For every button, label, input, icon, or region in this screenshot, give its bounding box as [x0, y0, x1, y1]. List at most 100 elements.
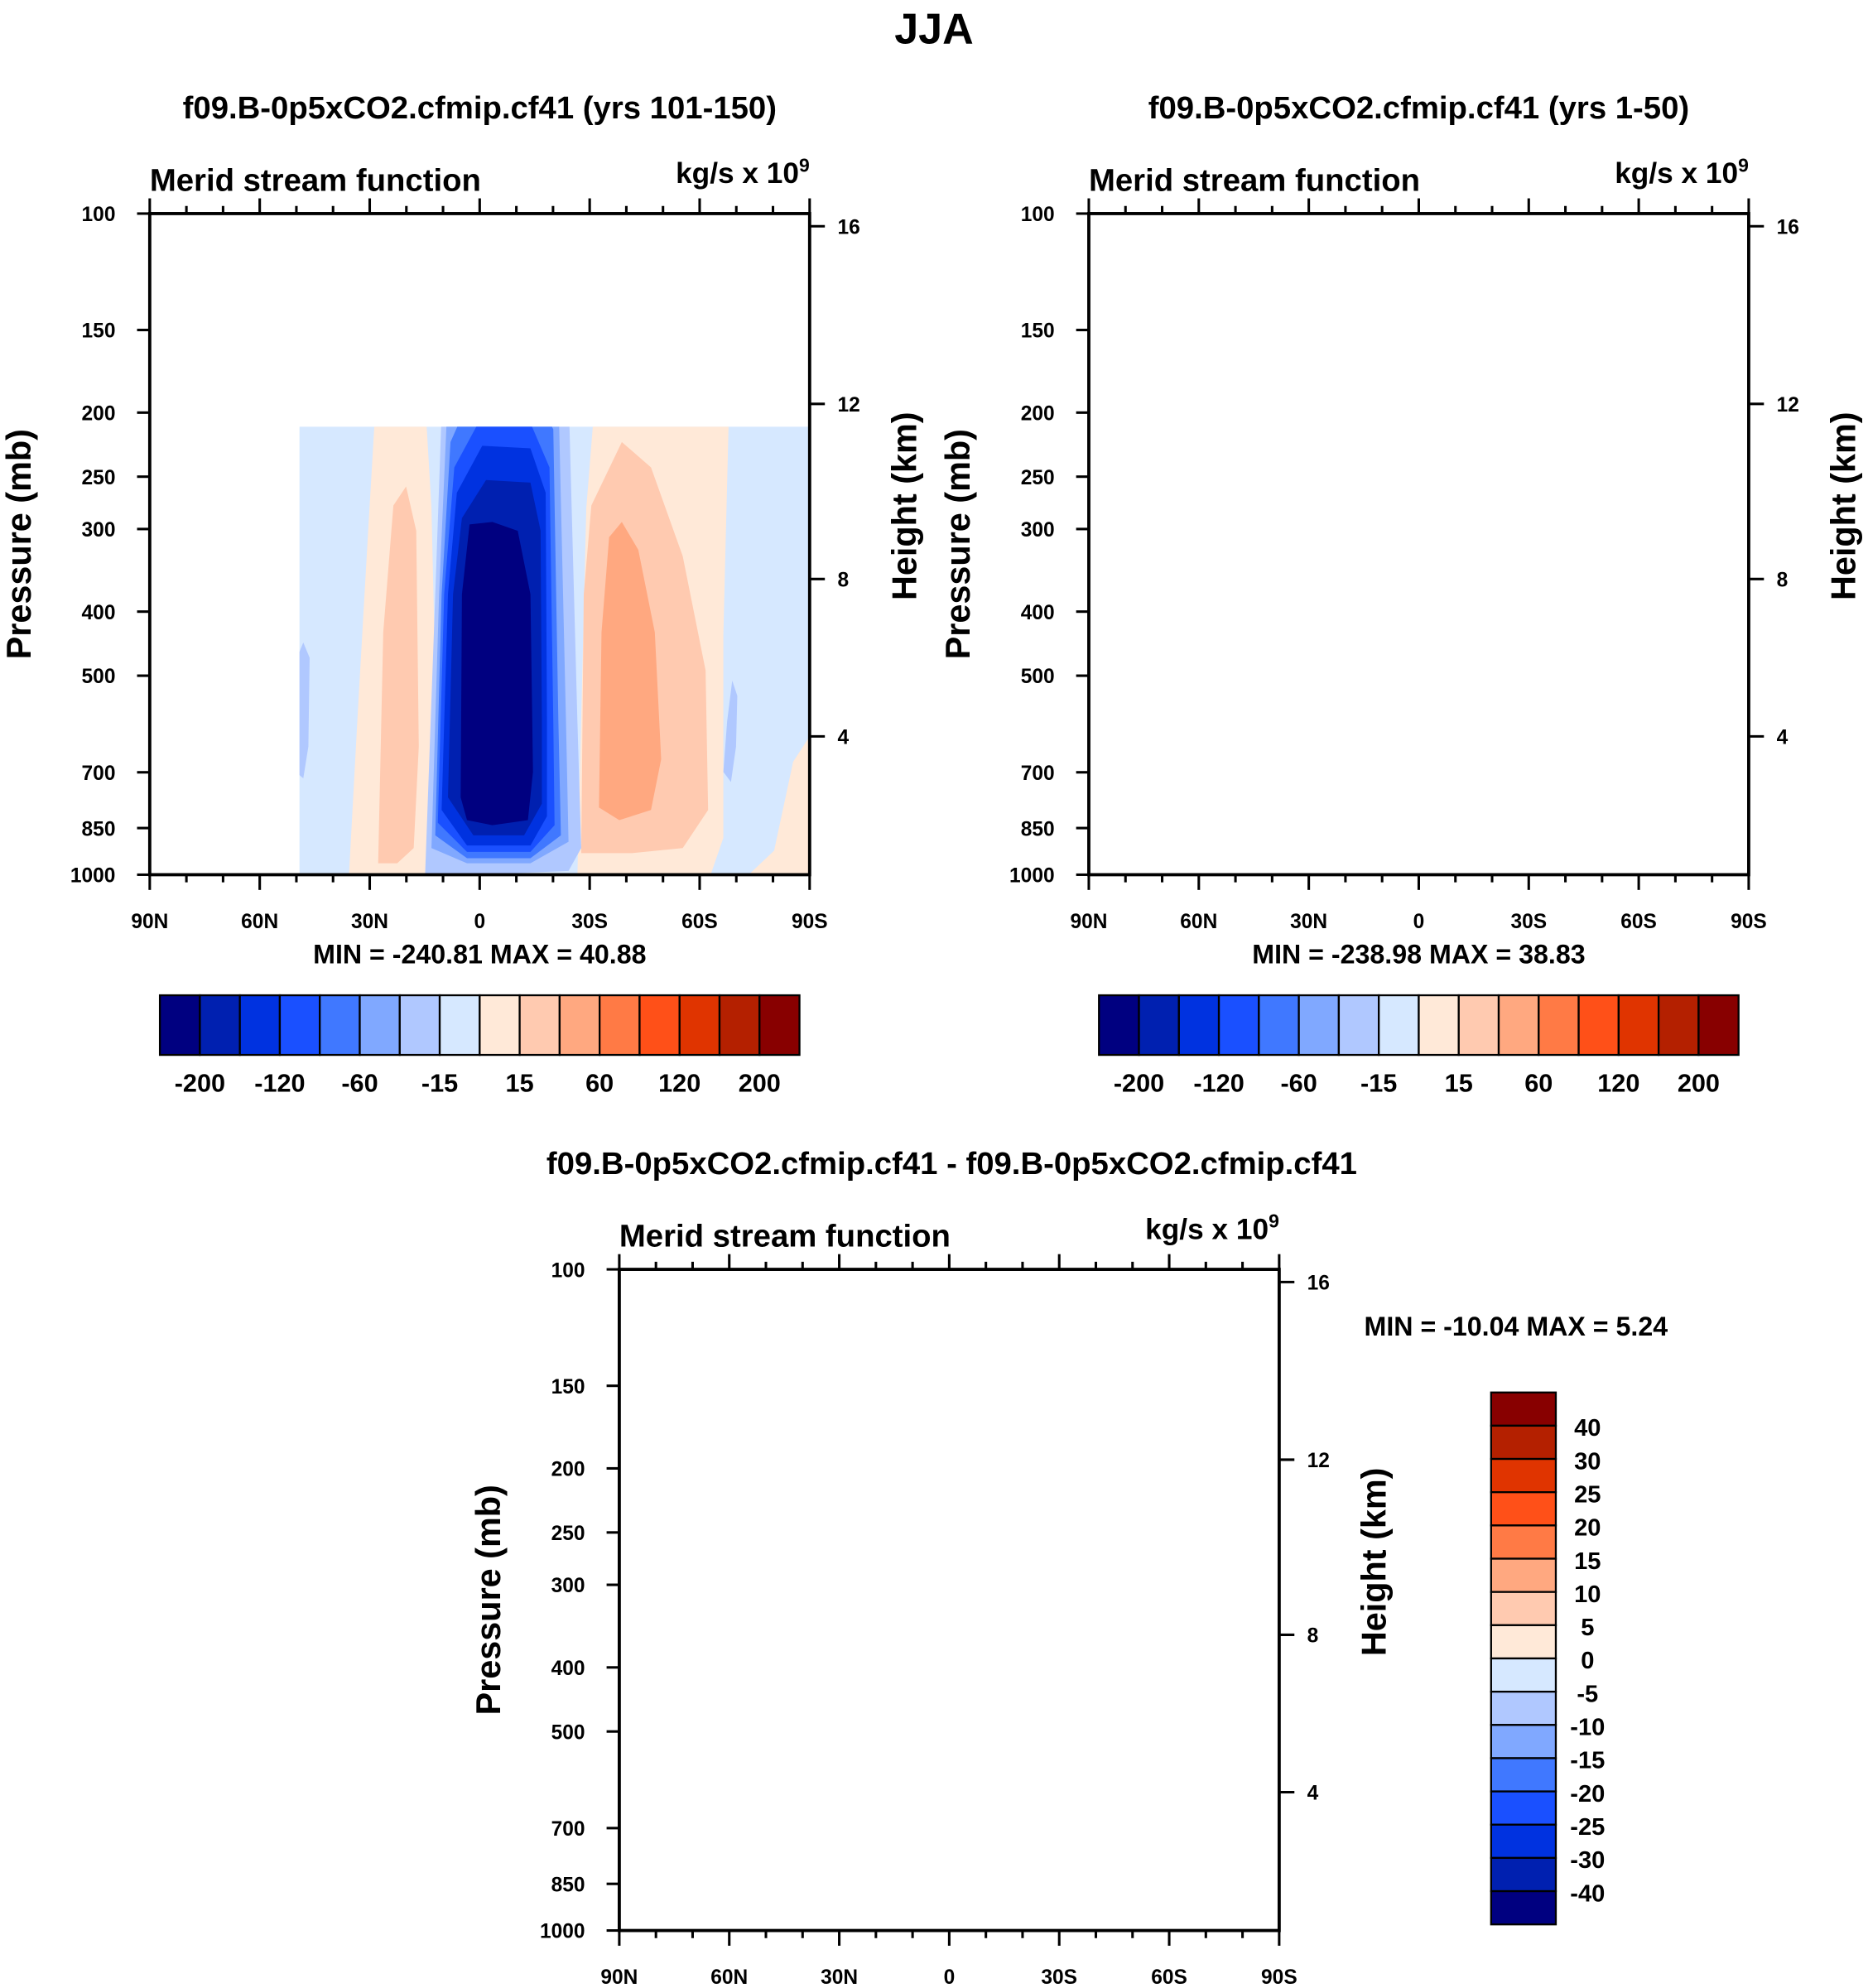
y-tick-label: 700 [551, 1818, 585, 1841]
colorbar-box [1337, 994, 1380, 1057]
colorbar-box [1217, 994, 1260, 1057]
colorbar-label: -120 [254, 1070, 305, 1098]
figure-title: JJA [894, 6, 974, 54]
colorbar-label: -30 [1570, 1847, 1605, 1874]
height-tick-label: 8 [1307, 1625, 1319, 1648]
y-axis-title-right: Height (km) [886, 412, 924, 600]
contour-panel-2: f09.B-0p5xCO2.cfmip.cf41 (yrs 1-50) Merid… [939, 90, 1863, 1098]
colorbar-label: 40 [1574, 1415, 1601, 1442]
colorbar-box [1490, 1524, 1557, 1560]
colorbar-box [319, 994, 361, 1057]
colorbar-box [158, 994, 201, 1057]
units-exponent: 9 [799, 154, 810, 176]
contour-region-level-8 [1089, 214, 1272, 874]
colorbar-label: -15 [1360, 1070, 1397, 1098]
units-label: kg/s x 109 [1145, 1211, 1279, 1246]
x-tick-label: 0 [474, 911, 486, 933]
colorbar-label: 200 [739, 1070, 781, 1098]
panel-title: f09.B-0p5xCO2.cfmip.cf41 (yrs 101-150) [183, 90, 777, 126]
colorbar-box [1490, 1757, 1557, 1793]
y-tick-label: 400 [82, 602, 116, 624]
contour-panel-1: f09.B-0p5xCO2.cfmip.cf41 (yrs 101-150) Me… [0, 90, 924, 1098]
height-tick-label: 16 [1307, 1273, 1330, 1295]
height-tick-label: 12 [1307, 1450, 1330, 1472]
colorbar-box [1490, 1424, 1557, 1461]
colorbar-box [199, 994, 241, 1057]
units-exponent: 9 [1738, 154, 1749, 176]
colorbar-label: 15 [506, 1070, 534, 1098]
colorbar-box [438, 994, 481, 1057]
x-tick-label: 90S [1261, 1966, 1297, 1988]
contour-region-level-10 [1538, 522, 1601, 820]
y-axis-title-right: Height (km) [1355, 1468, 1394, 1657]
contour-field [619, 1269, 1279, 1930]
contour-region-level-2 [1380, 445, 1485, 845]
x-tick-label: 30N [351, 911, 388, 933]
colorbar-box [1490, 1790, 1557, 1826]
left-string: Merid stream function [1089, 162, 1420, 198]
units-label: kg/s x 109 [676, 154, 810, 190]
colorbar-box [1490, 1624, 1557, 1660]
colorbar-box [1098, 994, 1140, 1057]
colorbar-box [398, 994, 441, 1057]
plot-frame [1087, 212, 1750, 877]
x-tick-label: 60S [681, 911, 718, 933]
colorbar-label: -200 [175, 1070, 225, 1098]
colorbar-label: -60 [341, 1070, 378, 1098]
colorbar-box [1490, 1457, 1557, 1494]
x-tick-label: 90S [792, 911, 828, 933]
units-base: kg/s x 10 [676, 157, 799, 190]
y-axis-title: Pressure (mb) [469, 1485, 508, 1715]
contour-field [1089, 214, 1749, 874]
colorbar-box [1490, 1889, 1557, 1926]
y-tick-label: 400 [551, 1658, 585, 1680]
contour-region-level-0 [460, 522, 533, 826]
colorbar-label: -10 [1570, 1715, 1605, 1741]
x-tick-label: 90N [600, 1966, 638, 1988]
contour-region-level-8 [749, 736, 810, 875]
y-tick-label: 500 [1021, 666, 1055, 688]
colorbar-box [1617, 994, 1660, 1057]
colorbar-box [1490, 1391, 1557, 1427]
colorbar-box [1697, 994, 1740, 1057]
colorbar: 40 30 25 20 15 10 5 0 -5 -10 -15 -20 -25 -30 -40 [1490, 1391, 1605, 1926]
height-tick-label: 8 [1777, 570, 1789, 592]
x-tick-label: 30S [1510, 911, 1547, 933]
y-tick-label: 200 [82, 403, 116, 426]
y-axis-title-right: Height (km) [1825, 412, 1863, 600]
colorbar-box [278, 994, 321, 1057]
y-tick-label: 1000 [70, 865, 116, 888]
x-tick-label: 60S [1620, 911, 1657, 933]
colorbar-label: 60 [585, 1070, 614, 1098]
y-tick-label: 300 [551, 1575, 585, 1597]
y-tick-label: 850 [82, 818, 116, 840]
panel-title: f09.B-0p5xCO2.cfmip.cf41 - f09.B-0p5xCO2… [546, 1146, 1357, 1182]
height-tick-label: 12 [1777, 394, 1799, 416]
x-tick-label: 0 [944, 1966, 956, 1988]
y-tick-label: 1000 [1009, 865, 1055, 888]
y-axis-title: Pressure (mb) [0, 429, 38, 659]
contour-region-level-6 [723, 680, 738, 782]
colorbar-box [718, 994, 761, 1057]
colorbar: -200 -120 -60 -15 15 60 120 200 [158, 994, 801, 1098]
contour-region-level-5 [1370, 335, 1508, 864]
height-tick-label: 4 [1777, 727, 1789, 749]
contour-region-level-8 [1687, 736, 1749, 874]
contour-region-level-0 [1399, 522, 1471, 825]
colorbar-box [1490, 1557, 1557, 1593]
x-tick-label: 90N [1070, 911, 1107, 933]
units-label: kg/s x 109 [1615, 154, 1749, 190]
colorbar-label: -40 [1570, 1880, 1605, 1907]
contour-fill-background [1089, 214, 1749, 874]
colorbar-label: -15 [421, 1070, 458, 1098]
colorbar-box [1490, 1657, 1557, 1693]
x-tick-label: 30N [1290, 911, 1327, 933]
colorbar-label: 15 [1445, 1070, 1473, 1098]
colorbar-label: 200 [1678, 1070, 1720, 1098]
y-tick-label: 700 [82, 763, 116, 785]
colorbar-box [599, 994, 641, 1057]
x-tick-label: 60S [1151, 1966, 1187, 1988]
height-tick-label: 12 [838, 394, 860, 416]
colorbar-box [1490, 1724, 1557, 1759]
y-tick-label: 400 [1021, 602, 1055, 624]
